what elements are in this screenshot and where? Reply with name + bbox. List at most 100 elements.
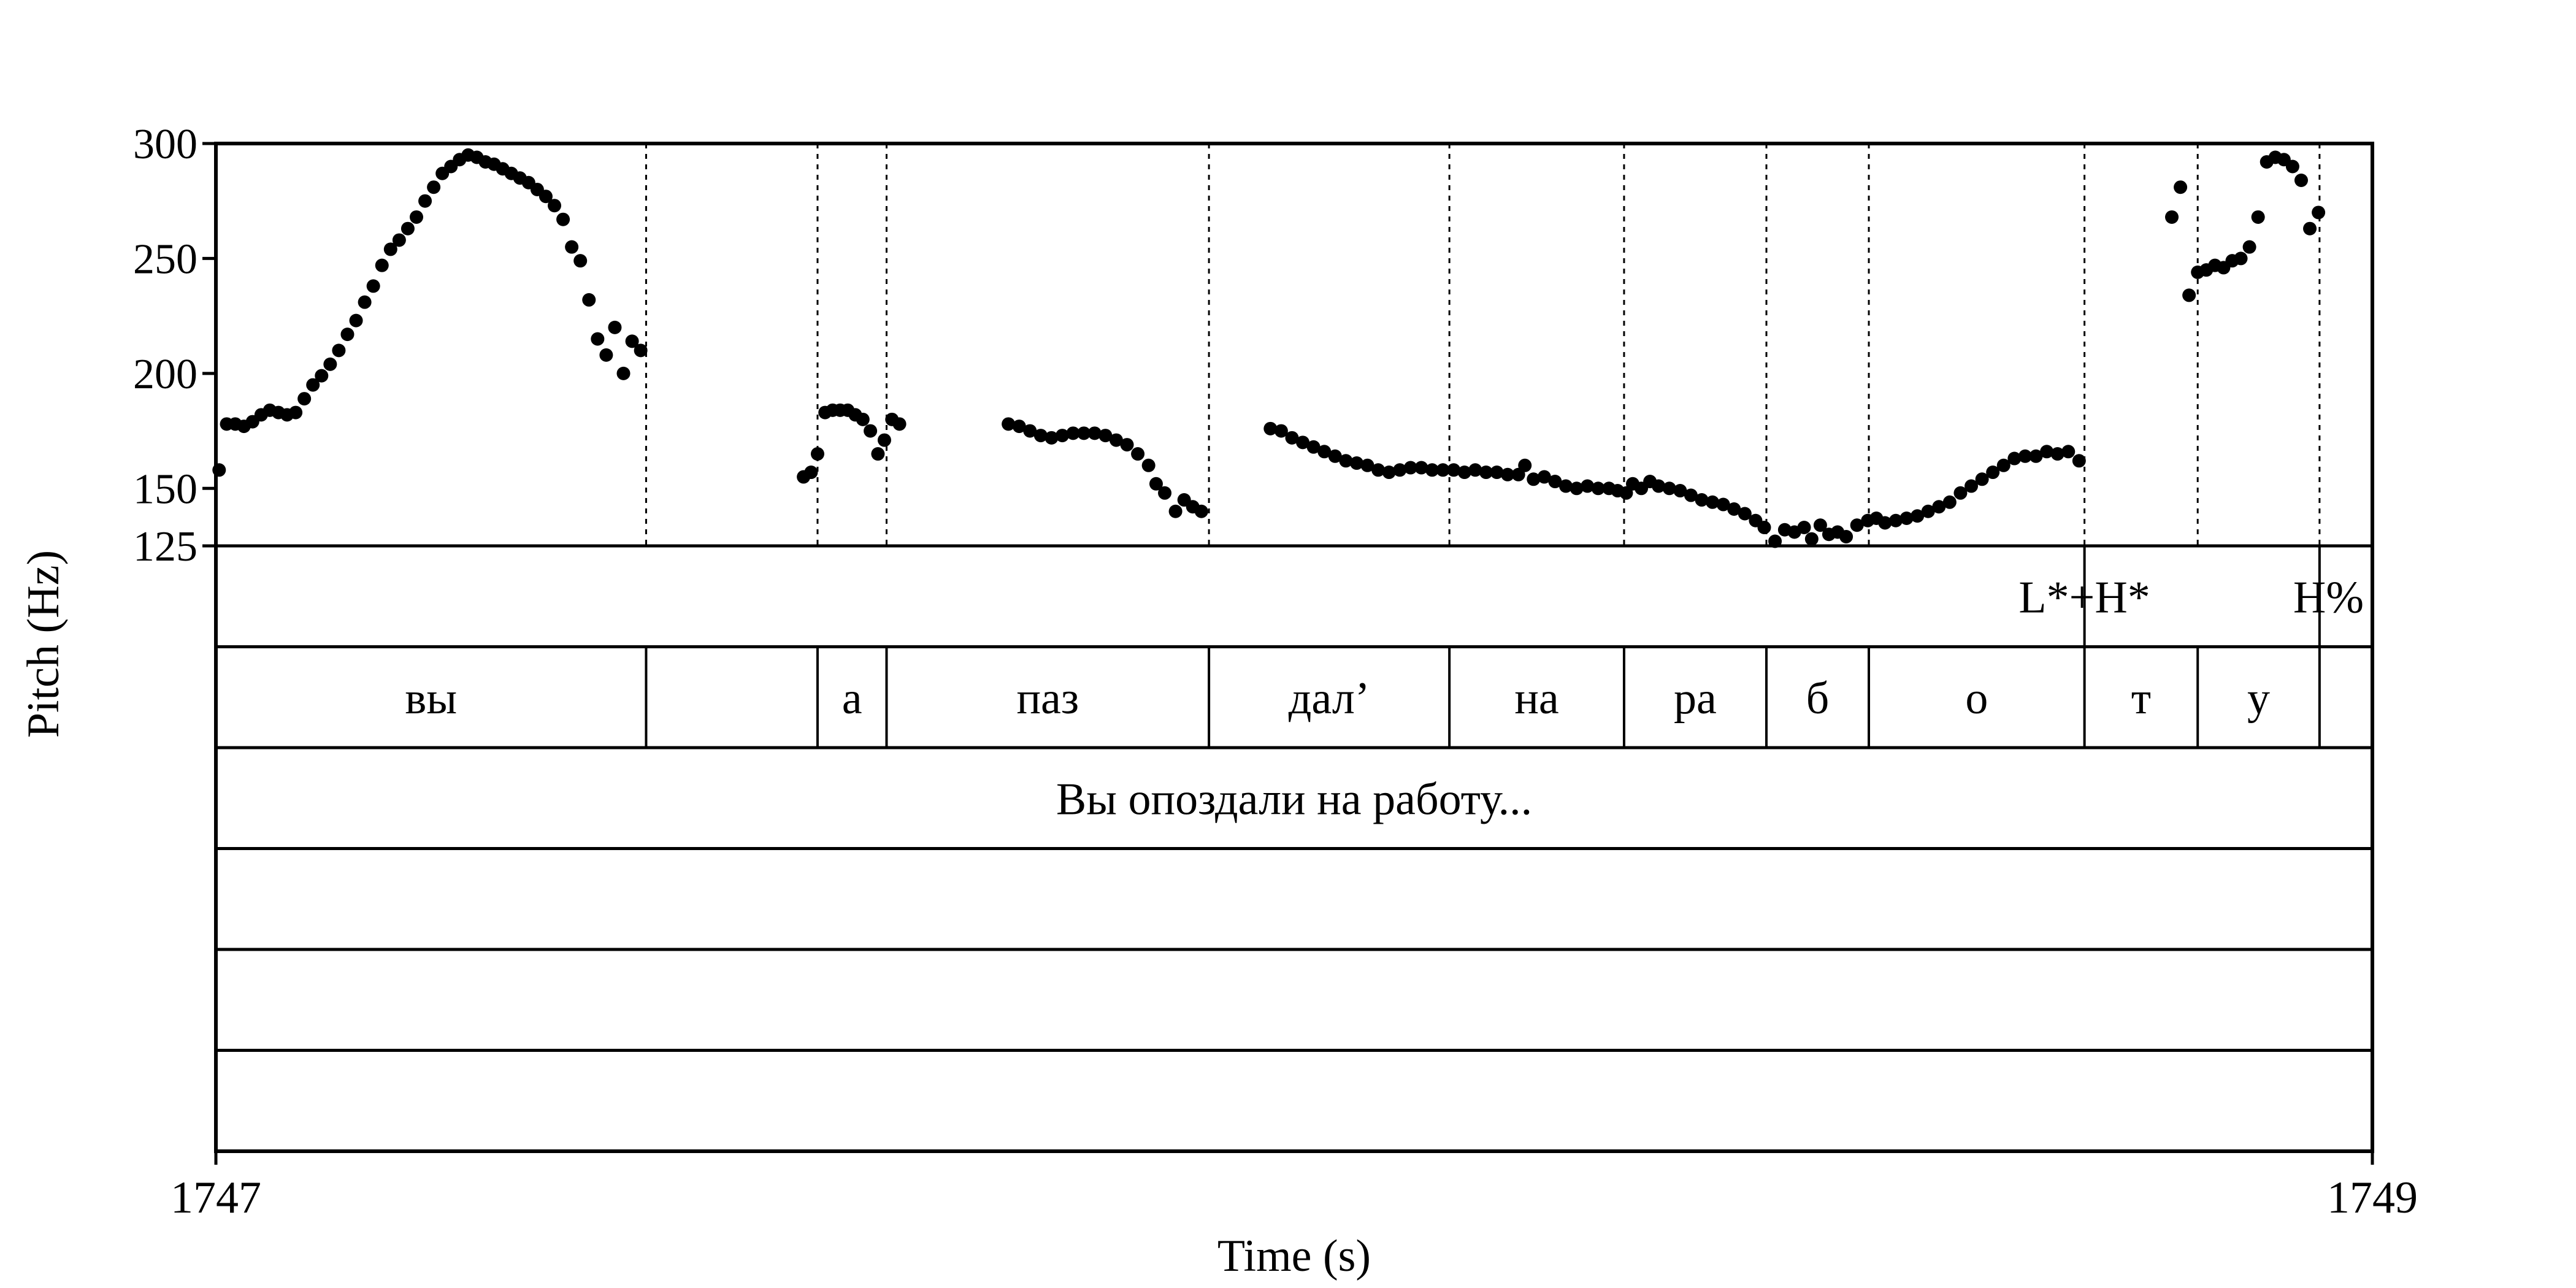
pitch-point xyxy=(1911,509,1925,523)
pitch-point xyxy=(1537,470,1551,484)
pitch-point xyxy=(2285,159,2299,174)
pitch-point xyxy=(2072,454,2086,468)
interval-label: Вы опоздали на работу... xyxy=(1056,774,1532,824)
interval-label: на xyxy=(1514,673,1558,724)
pitch-points xyxy=(212,148,2326,548)
pitch-point xyxy=(634,343,648,358)
tone-label: H% xyxy=(2293,572,2364,623)
pitch-point xyxy=(1548,475,1562,489)
tone-label: L*+H* xyxy=(2018,572,2150,623)
pitch-point xyxy=(616,366,631,380)
pitch-point xyxy=(1002,417,1016,431)
pitch-point xyxy=(1131,447,1145,461)
pitch-point xyxy=(2007,451,2022,466)
pitch-point xyxy=(1652,479,1666,493)
interval-label: паз xyxy=(1016,673,1079,724)
pitch-point xyxy=(1371,463,1386,477)
pitch-point xyxy=(1339,454,1353,468)
interval-label: б xyxy=(1806,673,1830,724)
pitch-point xyxy=(1501,467,1515,481)
y-axis: Pitch (Hz) 125 150 200 250 300 xyxy=(18,121,216,738)
interval-label: о xyxy=(1965,673,1988,724)
pitch-point xyxy=(1141,458,1156,472)
pitch-point xyxy=(864,424,878,438)
pitch-point xyxy=(1023,424,1037,438)
pitch-point xyxy=(1317,445,1332,459)
textgrid-tiers: L*+H* H% вы а паз дал’ на ра б о т у Вы опоздали на … xyxy=(216,544,2372,1052)
pitch-point xyxy=(1965,479,1979,493)
pitch-point xyxy=(1012,420,1026,434)
pitch-point xyxy=(539,190,553,204)
pitch-point xyxy=(1518,458,1532,472)
pitch-point xyxy=(548,199,562,213)
pitch-point xyxy=(1263,421,1278,435)
pitch-point xyxy=(1066,426,1080,440)
pitch-point xyxy=(306,378,320,392)
pitch-point xyxy=(2050,447,2064,461)
pitch-point xyxy=(1527,472,1541,486)
pitch-point xyxy=(582,293,596,307)
pitch-point xyxy=(810,447,824,461)
pitch-point xyxy=(383,242,397,256)
pitch-point xyxy=(892,417,907,431)
pitch-point xyxy=(1328,449,1342,463)
pitch-point xyxy=(323,357,337,371)
pitch-point xyxy=(2040,445,2054,459)
pitch-point xyxy=(2029,449,2043,463)
y-tick-label: 125 xyxy=(133,523,197,570)
pitch-point xyxy=(1804,532,1819,546)
pitch-point xyxy=(1986,466,2000,480)
pitch-point xyxy=(315,369,329,383)
pitch-point xyxy=(1716,497,1730,512)
y-axis-label: Pitch (Hz) xyxy=(18,550,69,738)
interval-label: а xyxy=(842,673,862,724)
pitch-point xyxy=(591,332,605,346)
pitch-point xyxy=(1098,429,1113,443)
pitch-point xyxy=(1479,466,1493,480)
pitch-point xyxy=(1056,429,1070,443)
pitch-point xyxy=(2242,240,2256,254)
pitch-point xyxy=(1285,431,1299,445)
pitch-point xyxy=(1684,488,1698,502)
x-axis: Time (s) 1747 1749 xyxy=(171,1151,2418,1281)
pitch-point xyxy=(1403,461,1417,475)
pitch-point xyxy=(1797,521,1811,535)
pitch-point xyxy=(1274,424,1288,438)
pitch-point xyxy=(565,240,579,254)
pitch-point xyxy=(2061,445,2076,459)
pitch-point xyxy=(2294,173,2308,187)
pitch-point xyxy=(1382,466,1396,480)
pitch-point xyxy=(1490,466,1504,480)
pitch-point xyxy=(1045,431,1059,445)
pitch-point xyxy=(1296,435,1310,450)
pitch-point xyxy=(1033,429,1048,443)
pitch-point xyxy=(1850,518,1864,532)
pitch-point xyxy=(2234,251,2248,266)
y-tick-label: 250 xyxy=(133,236,197,283)
pitch-point xyxy=(1953,486,1968,500)
pitch-point xyxy=(608,320,622,334)
pitch-point xyxy=(1942,495,1957,509)
pitch-point xyxy=(1120,438,1134,452)
pitch-point xyxy=(1158,486,1172,500)
interval-label: т xyxy=(2131,673,2151,724)
pitch-point xyxy=(1591,481,1605,496)
pitch-point xyxy=(1673,484,1687,498)
x-tick-label: 1747 xyxy=(171,1173,261,1223)
pitch-point xyxy=(340,328,355,342)
pitch-point xyxy=(1559,479,1573,493)
pitch-point xyxy=(375,258,389,272)
pitch-point xyxy=(1932,500,1946,514)
pitch-point xyxy=(1349,456,1363,470)
pitch-point xyxy=(1813,518,1827,532)
x-axis-label: Time (s) xyxy=(1217,1231,1371,1281)
pitch-point xyxy=(1457,466,1471,480)
pitch-point xyxy=(332,343,346,358)
pitch-point xyxy=(1436,463,1450,477)
pitch-point xyxy=(1168,504,1183,518)
x-tick-label: 1749 xyxy=(2327,1173,2418,1223)
pitch-point xyxy=(2251,210,2265,224)
pitch-point xyxy=(625,334,639,348)
pitch-point xyxy=(401,221,415,236)
